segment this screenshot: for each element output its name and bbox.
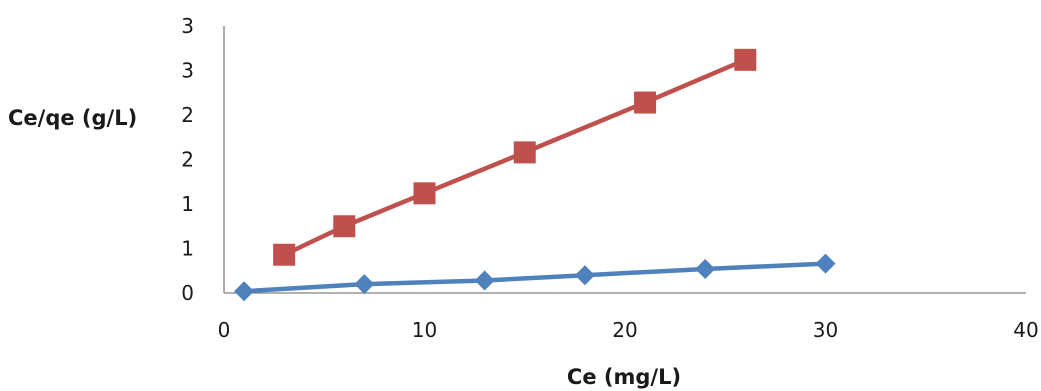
y-tick-label: 1 (181, 237, 194, 261)
y-tick-label: 1 (181, 192, 194, 216)
x-tick-label: 20 (612, 318, 637, 342)
x-axis-title: Ce (mg/L) (567, 365, 681, 389)
y-tick-label: 2 (181, 103, 194, 127)
series-2-point (234, 281, 255, 302)
series-1-point (413, 182, 436, 205)
x-tick-label: 40 (1013, 318, 1038, 342)
y-axis-title: Ce/qe (g/L) (8, 106, 137, 130)
series-group (234, 48, 836, 302)
y-tick-label: 0 (181, 281, 194, 305)
chart-axes (223, 26, 1026, 294)
series-1-point (333, 215, 356, 238)
x-tick-label: 30 (813, 318, 838, 342)
series-2-point (695, 258, 716, 279)
series-1-point (273, 243, 296, 266)
series-2-point (474, 270, 495, 291)
series-1-point (734, 48, 757, 71)
x-tick-label: 10 (412, 318, 437, 342)
y-tick-label: 3 (181, 14, 194, 38)
series-1-point (513, 141, 536, 164)
series-2-point (574, 265, 595, 286)
x-tick-label: 0 (218, 318, 231, 342)
series-2-line (243, 261, 826, 294)
y-tick-label: 3 (181, 59, 194, 83)
y-tick-label: 2 (181, 148, 194, 172)
x-tick-labels: 0 10 20 30 40 (218, 318, 1039, 342)
series-2-point (815, 253, 836, 274)
series-2-point (354, 274, 375, 295)
series-1-point (634, 91, 657, 114)
y-tick-labels: 0 1 1 2 2 3 3 (181, 14, 194, 305)
